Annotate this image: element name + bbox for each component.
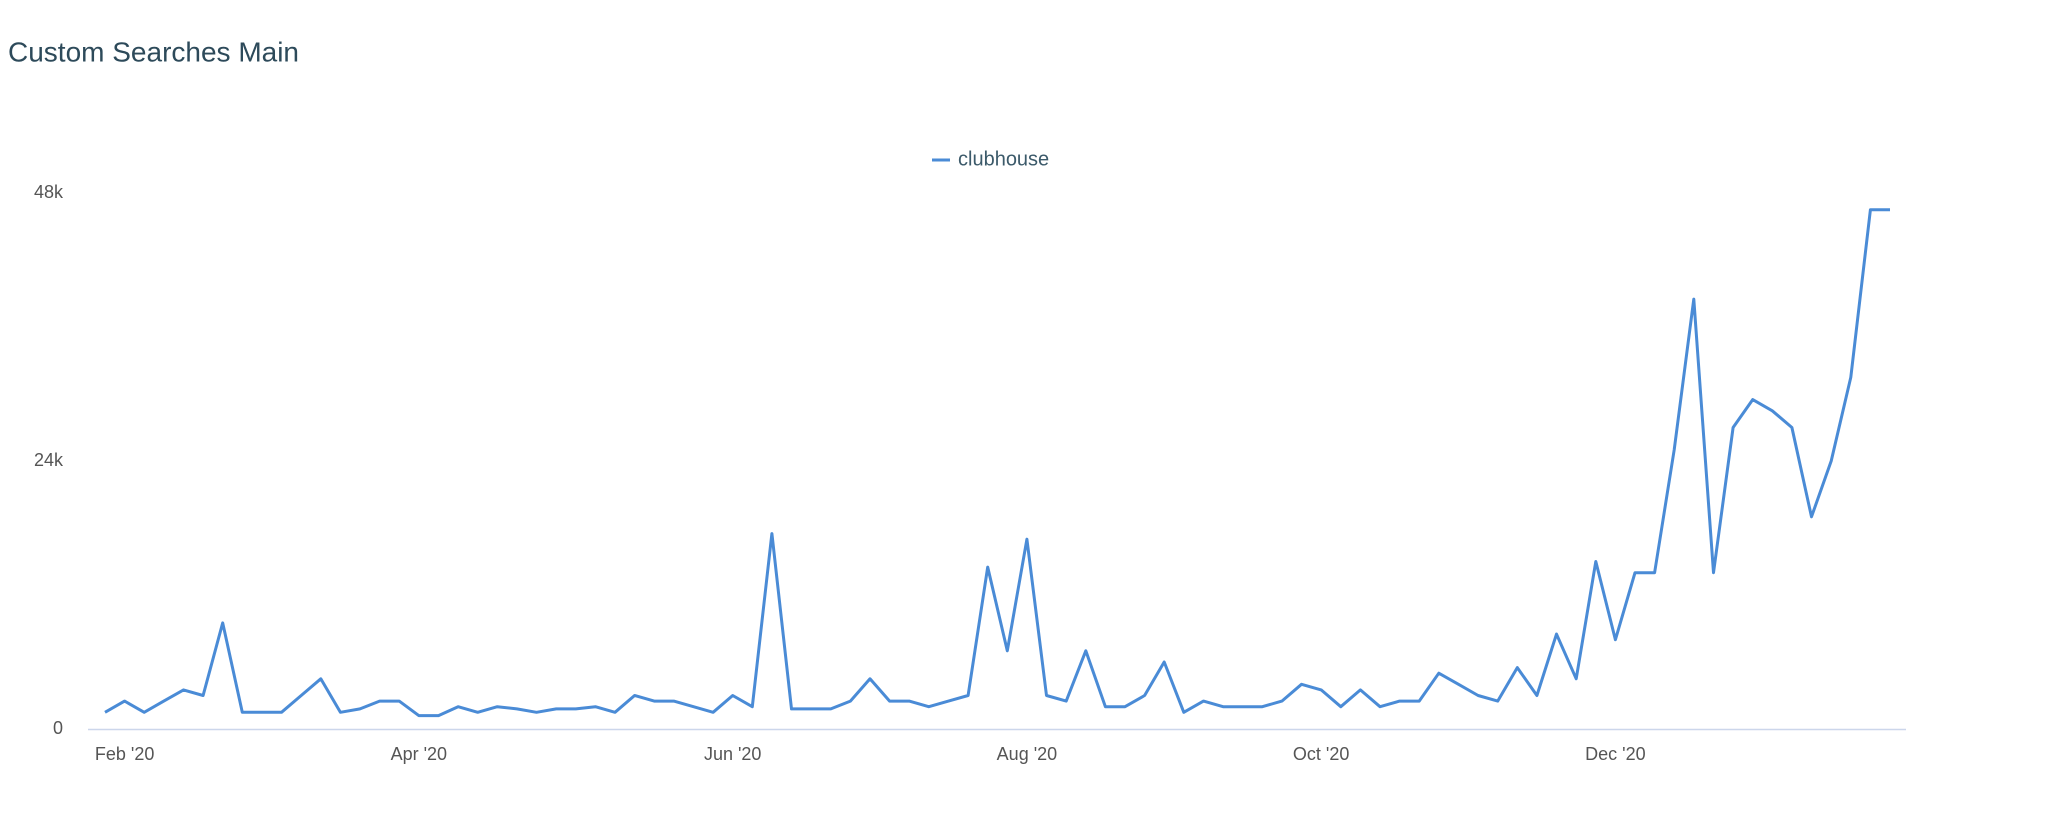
legend-label: clubhouse — [958, 148, 1049, 170]
x-tick-label: Feb '20 — [95, 744, 154, 764]
y-tick-label: 24k — [34, 450, 64, 470]
y-tick-label: 48k — [34, 182, 64, 202]
x-tick-label: Oct '20 — [1293, 744, 1349, 764]
x-tick-label: Apr '20 — [391, 744, 447, 764]
x-tick-label: Jun '20 — [704, 744, 761, 764]
data-line — [104, 208, 1890, 718]
chart-title: Custom Searches Main — [8, 36, 299, 67]
x-tick-label: Aug '20 — [997, 744, 1058, 764]
x-tick-label: Dec '20 — [1585, 744, 1645, 764]
y-tick-label: 0 — [53, 718, 63, 738]
